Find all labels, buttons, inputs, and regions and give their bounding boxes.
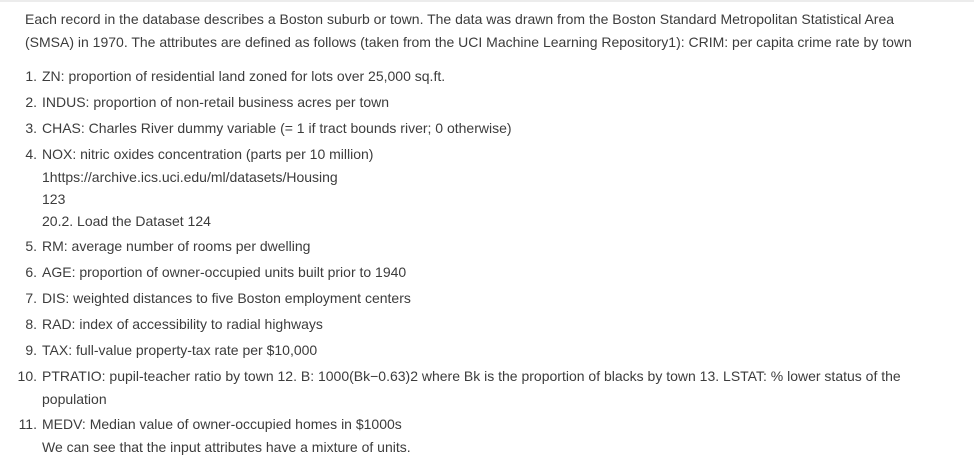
list-item-text: RM: average number of rooms per dwelling (42, 238, 311, 254)
list-item-text: ZN: proportion of residential land zoned… (42, 68, 446, 84)
list-number: 5. (25, 238, 37, 254)
list-item: 4. NOX: nitric oxides concentration (par… (0, 142, 974, 232)
list-item: 8. RAD: index of accessibility to radial… (0, 312, 974, 336)
list-item-text: CHAS: Charles River dummy variable (= 1 … (42, 120, 512, 136)
list-number: 7. (25, 290, 37, 306)
closing-sentence: We can see that the input attributes hav… (42, 439, 411, 455)
list-number: 9. (25, 342, 37, 358)
list-item-text: PTRATIO: pupil-teacher ratio by town 12.… (42, 368, 901, 384)
footnote-url: 1https://archive.ics.uci.edu/ml/datasets… (42, 169, 338, 185)
intro-line-1: Each record in the database describes a … (25, 11, 895, 27)
running-header: 20.2. Load the Dataset 124 (42, 213, 211, 229)
list-item-text: RAD: index of accessibility to radial hi… (42, 316, 323, 332)
list-item-text: NOX: nitric oxides concentration (parts … (42, 146, 374, 162)
list-item: 2. INDUS: proportion of non-retail busin… (0, 90, 974, 114)
list-item: 1. ZN: proportion of residential land zo… (0, 64, 974, 88)
list-number: 2. (25, 94, 37, 110)
list-number: 6. (25, 264, 37, 280)
list-item-continuation: population (42, 391, 107, 407)
list-number: 1. (25, 68, 37, 84)
list-number: 3. (25, 120, 37, 136)
list-number: 8. (25, 316, 37, 332)
list-item-text: AGE: proportion of owner-occupied units … (42, 264, 407, 280)
list-number: 11. (18, 416, 37, 432)
list-item: 11. MEDV: Median value of owner-occupied… (0, 412, 974, 458)
list-number: 10. (17, 368, 37, 384)
list-item-text: DIS: weighted distances to five Boston e… (42, 290, 411, 306)
list-item-text: INDUS: proportion of non-retail business… (42, 94, 390, 110)
list-item-text: TAX: full-value property-tax rate per $1… (42, 342, 318, 358)
list-number: 4. (25, 146, 37, 162)
list-item: 5. RM: average number of rooms per dwell… (0, 234, 974, 258)
list-item: 6. AGE: proportion of owner-occupied uni… (0, 260, 974, 284)
intro-line-2: (SMSA) in 1970. The attributes are defin… (25, 34, 912, 50)
attribute-list: 1. ZN: proportion of residential land zo… (0, 64, 974, 460)
list-item: 9. TAX: full-value property-tax rate per… (0, 338, 974, 362)
intro-paragraph: Each record in the database describes a … (25, 8, 970, 54)
list-item: 10. PTRATIO: pupil-teacher ratio by town… (0, 364, 974, 410)
list-item: 7. DIS: weighted distances to five Bosto… (0, 286, 974, 310)
list-item-text: MEDV: Median value of owner-occupied hom… (42, 416, 402, 432)
page-number: 123 (42, 191, 66, 207)
list-item: 3. CHAS: Charles River dummy variable (=… (0, 116, 974, 140)
